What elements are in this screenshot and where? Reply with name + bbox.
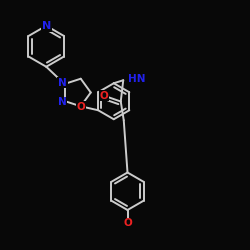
Text: N: N [58,97,66,107]
Text: N: N [42,21,51,31]
Text: O: O [123,218,132,228]
Text: N: N [58,78,67,88]
Text: O: O [100,91,108,101]
Text: HN: HN [128,74,145,84]
Text: O: O [77,102,86,112]
